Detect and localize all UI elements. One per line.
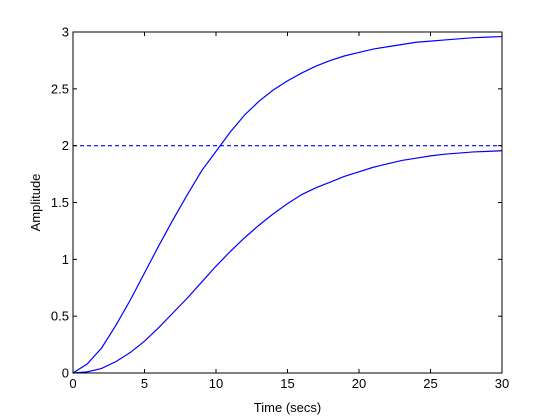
y-tick-label: 0 (62, 366, 69, 381)
x-tick-label: 25 (423, 376, 437, 391)
x-tick-label: 30 (495, 376, 509, 391)
x-tick-label: 10 (209, 376, 223, 391)
y-tick-label: 2 (62, 138, 69, 153)
x-axis-label: Time (secs) (254, 400, 321, 415)
axis-tick-labels: 0 5 10 15 20 25 30 0 0.5 1 1.5 2 2.5 3 (51, 25, 509, 392)
x-tick-label: 15 (280, 376, 294, 391)
series-line-1 (72, 35, 503, 374)
axis-ticks (72, 31, 503, 374)
y-axis-label: Amplitude (28, 174, 43, 232)
y-tick-label: 1.5 (51, 195, 69, 210)
x-tick-label: 5 (141, 376, 148, 391)
y-tick-label: 0.5 (51, 309, 69, 324)
x-tick-label: 0 (69, 376, 76, 391)
plot-frame (72, 31, 503, 374)
series-line-2 (72, 150, 503, 374)
y-tick-label: 3 (62, 25, 69, 40)
x-tick-label: 20 (352, 376, 366, 391)
y-tick-label: 2.5 (51, 81, 69, 96)
plot-marks (72, 35, 503, 374)
y-tick-label: 1 (62, 252, 69, 267)
